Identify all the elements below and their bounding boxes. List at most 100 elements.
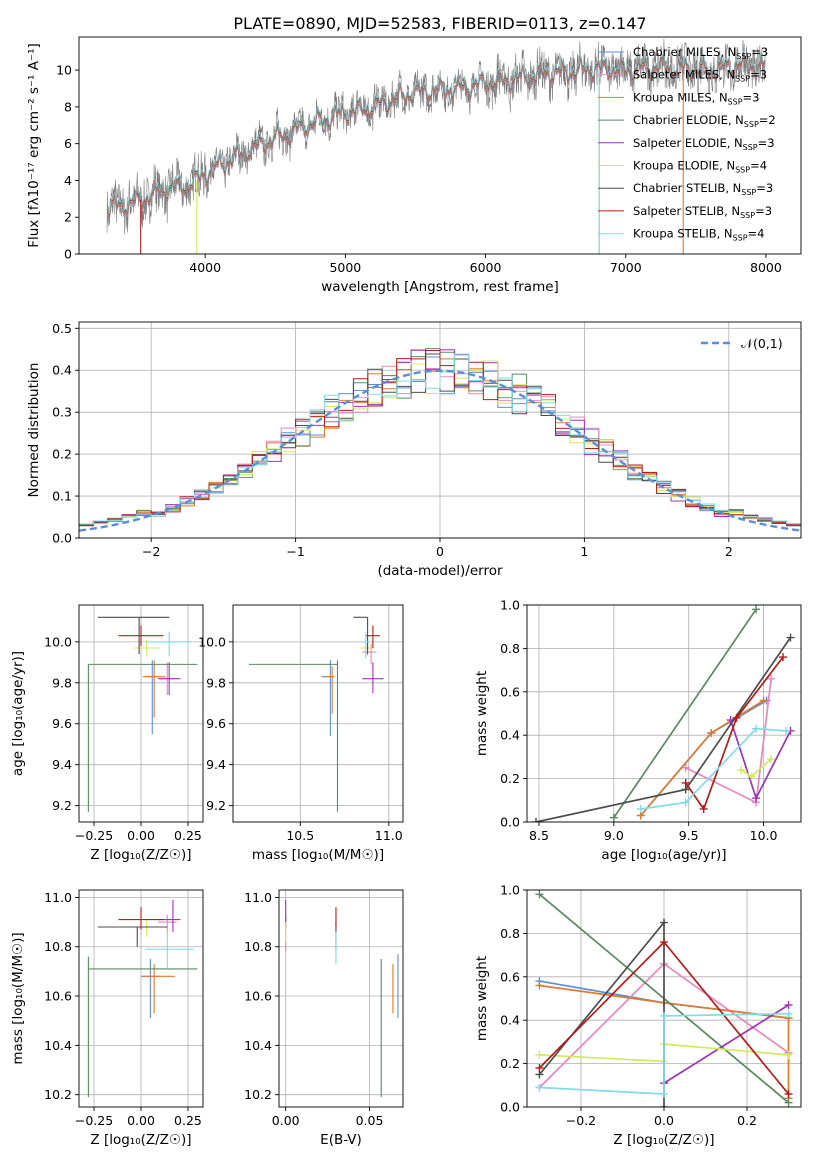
legend-entry-kroupa-elodie: Kroupa ELODIE, NSSP=4 [633,159,767,175]
weight_vs_Z-ylabel: mass weight [474,956,490,1041]
weight-marker-salpeter-stelib [779,653,788,662]
residuals-ytick-label: 0.2 [52,447,72,462]
weight_vs_Z-ytick-label: 0.6 [500,969,520,984]
weight-marker-salpeter-miles [681,763,690,772]
weight-line-kroupa-stelib [539,1012,789,1095]
weight_vs_Z-plot-area [535,890,793,1107]
weight_vs_age-ytick-label: 1.0 [500,598,520,613]
weight-line-salpeter-elodie [663,1004,789,1084]
weight_vs_Z-ytick-label: 0.4 [500,1013,520,1028]
weight-line-chabrier-stelib [538,920,665,1107]
weight-marker-kroupa-stelib [636,804,645,813]
spectrum-frame [78,36,802,255]
age_vs_Z-ytick-label: 10.0 [44,634,72,649]
weight_vs_age-ytick-label: 0.6 [500,684,520,699]
weight-marker-kroupa-stelib [782,726,791,735]
age_vs_Z-xtick-label: −0.25 [75,828,113,843]
weight-marker-kroupa-elodie [747,772,756,781]
weight-marker-chabrier-elodie [784,1098,793,1107]
mass_vs_EBV-ytick-label: 10.2 [244,1087,272,1102]
age_vs_mass-ytick-label: 9.8 [206,675,226,690]
residuals-ytick-label: 0.4 [52,363,72,378]
mass_vs_EBV-xlabel: E(B-V) [320,1132,362,1148]
legend-entry-chabrier-elodie: Chabrier ELODIE, NSSP=2 [633,113,776,129]
weight_vs_age-xtick-label: 10.0 [750,828,778,843]
weight_vs_Z-ytick-label: 0.2 [500,1056,520,1071]
residuals-xtick-label: 0 [436,544,444,559]
weight_vs_Z-xtick-label: 0.2 [737,1113,757,1128]
spectrum-xtick-label: 8000 [750,260,782,275]
weight-marker-chabrier-stelib [531,818,540,822]
spectrum-ytick-label: 4 [64,173,72,188]
mass_vs_Z-plot-area [87,899,198,1098]
legend-entry-normal: 𝒩(0,1) [741,336,783,351]
age_vs_Z-xlabel: Z [log₁₀(Z/Z☉)] [90,847,191,863]
weight-marker-kroupa-elodie [535,1050,544,1059]
mass_vs_EBV-ytick-label: 10.4 [244,1038,272,1053]
residuals-ytick-label: 0.0 [52,531,72,546]
age_vs_Z-plot-area [87,616,198,812]
chart-title: PLATE=0890, MJD=52583, FIBERID=0113, z=0… [233,14,646,33]
weight_vs_age-ytick-label: 0.0 [500,815,520,830]
model-spectrum-kroupa-miles [106,54,766,219]
weight-marker-kroupa-stelib [752,724,761,733]
weight_vs_Z-panel: −0.2 0.0 0.2 0.0 0.2 0.4 0.6 0.8 1.0 Z [log₁₀(Z/Z… [474,883,802,1148]
weight-marker-salpeter-stelib [681,778,690,787]
mass_vs_Z-ytick-label: 10.4 [44,1038,72,1053]
mass_vs_EBV-xtick-label: 0.05 [356,1113,384,1128]
weight-marker-kroupa-miles [707,729,716,738]
weight-marker-kroupa-stelib [535,1083,544,1092]
weight-marker-salpeter-elodie [784,1001,793,1010]
mass_vs_Z-panel: −0.25 0.00 0.25 10.2 10.4 10.6 10.8 11.0 Z [log₁… [10,889,204,1148]
age_vs_mass-xlabel: mass [log₁₀(M/M☉)] [252,847,384,863]
spectrum-ytick-label: 0 [64,247,72,262]
weight-line-kroupa-stelib [640,727,787,810]
mass_vs_EBV-xtick-label: 0.00 [272,1113,300,1128]
residuals-ytick-label: 0.5 [52,321,72,336]
weight-marker-salpeter-stelib [535,1063,544,1072]
normal-reference-curve [79,369,801,532]
weight-marker-chabrier-stelib [660,1103,668,1107]
age_vs_mass-xtick-label: 10.5 [286,828,314,843]
weight_vs_age-plot-area [531,605,795,822]
model-spectrum-kroupa-stelib [106,49,766,215]
age_vs_Z-ytick-label: 9.6 [52,716,72,731]
weight_vs_Z-ytick-label: 1.0 [500,883,520,898]
residuals-plot-area [79,348,801,532]
residuals-xtick-label: 1 [580,544,588,559]
legend-entry-kroupa-stelib: Kroupa STELIB, NSSP=4 [633,227,764,243]
spectrum-plot-area [106,38,766,254]
weight-marker-kroupa-stelib [660,1089,668,1098]
weight-marker-kroupa-stelib [784,1009,793,1018]
age_vs_mass-ytick-label: 9.4 [206,757,226,772]
residuals-xlabel: (data-model)/error [377,563,503,579]
weight-marker-kroupa-miles [535,981,544,990]
residuals-xtick-label: 2 [725,544,733,559]
mass_vs_EBV-ytick-label: 10.6 [244,989,272,1004]
weight-marker-kroupa-stelib [660,1011,668,1020]
age_vs_Z-xtick-label: 0.00 [127,828,155,843]
weight-marker-chabrier-elodie [752,605,761,614]
weight-line-salpeter-stelib [685,656,784,811]
weight-marker-kroupa-elodie [784,1050,793,1059]
mass_vs_EBV-ytick-label: 11.0 [244,890,272,905]
weight-marker-salpeter-elodie [752,794,761,803]
residuals-panel: −2 −1 0 1 2 0.0 0.1 0.2 0.3 0.4 0.5 (data-model)/er… [26,321,802,579]
mass_vs_Z-xtick-label: 0.00 [127,1113,155,1128]
spectrum-ytick-label: 8 [64,99,72,114]
age_vs_Z-ytick-label: 9.4 [52,757,72,772]
histogram-kroupa-stelib [79,353,801,528]
weight-marker-kroupa-elodie [737,765,746,774]
weight_vs_Z-xtick-label: −0.2 [566,1113,596,1128]
residuals-xtick-label: −2 [142,544,160,559]
age_vs_Z-ylabel: age [log₁₀(age/yr)] [10,651,26,776]
spectrum-xtick-label: 5000 [329,260,361,275]
weight-line-chabrier-elodie [613,608,757,819]
mass_vs_Z-ytick-label: 10.8 [44,939,72,954]
age_vs_mass-ytick-label: 10.0 [198,634,226,649]
weight-marker-salpeter-stelib [699,804,708,813]
weight_vs_Z-xlabel: Z [log₁₀(Z/Z☉)] [613,1132,714,1148]
weight_vs_age-xlabel: age [log₁₀(age/yr)] [601,847,726,863]
mass_vs_EBV-ytick-label: 10.8 [244,939,272,954]
spectrum-xtick-label: 4000 [189,260,221,275]
